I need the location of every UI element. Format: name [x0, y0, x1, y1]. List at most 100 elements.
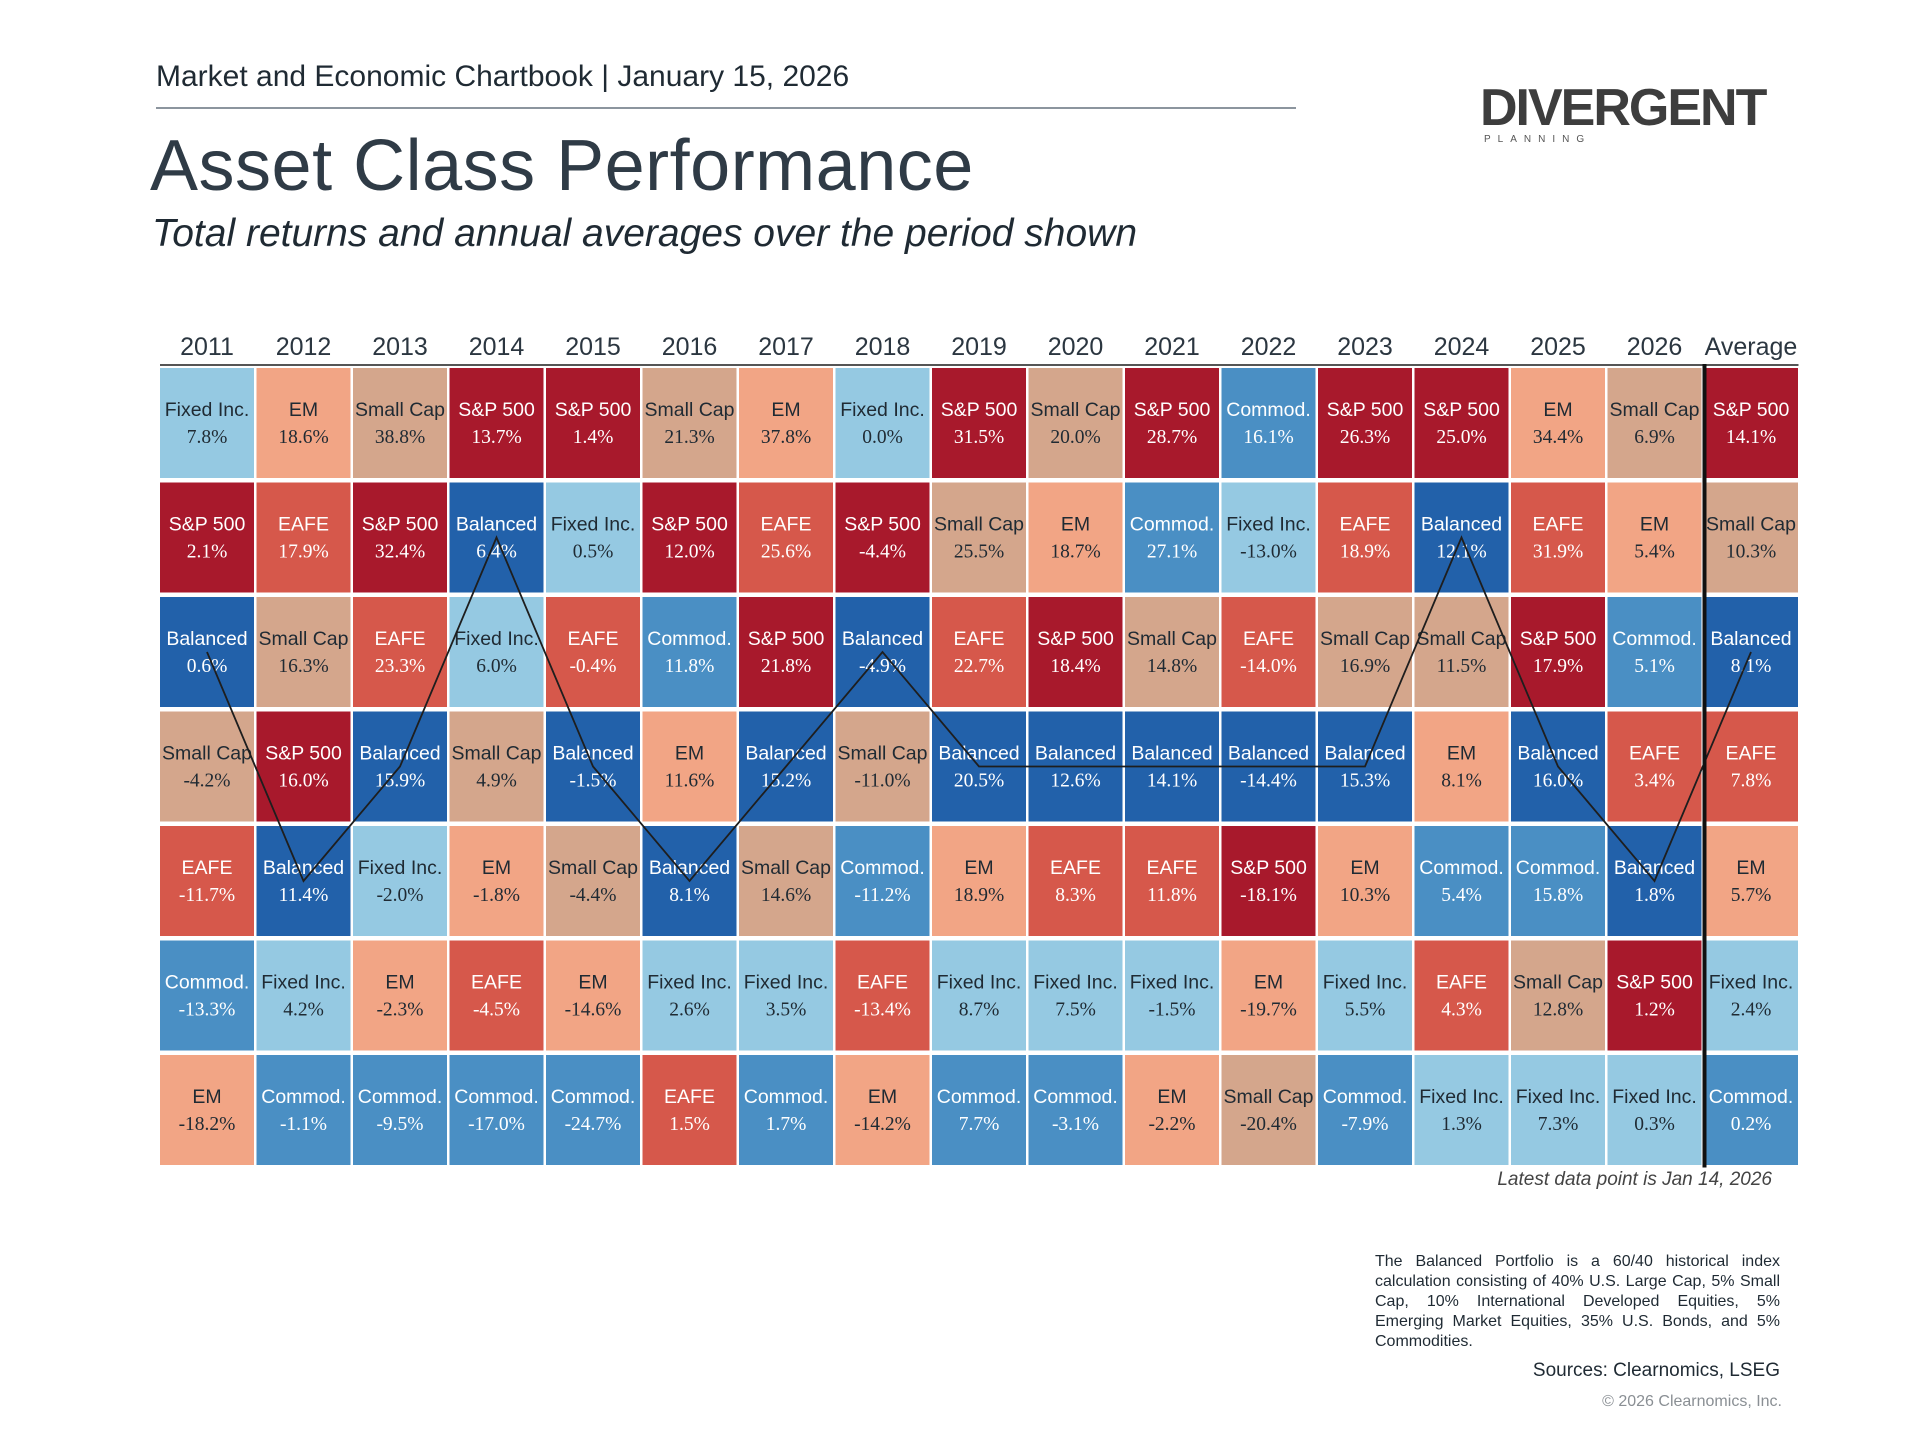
- cell-asset-label: EAFE: [278, 514, 329, 536]
- quilt-cell: EM -14.2%: [835, 1055, 930, 1165]
- quilt-cell: Fixed Inc. -13.0%: [1221, 482, 1316, 593]
- cell-asset-label: EM: [771, 399, 800, 421]
- cell-return-value: 14.1%: [1726, 427, 1776, 448]
- cell-fill: [449, 826, 544, 936]
- quilt-cell: Commod. 7.7%: [932, 1055, 1026, 1165]
- cell-return-value: 12.6%: [1050, 771, 1100, 792]
- quilt-cell: EM 34.4%: [1511, 368, 1605, 478]
- quilt-cell: Small Cap 10.3%: [1704, 482, 1798, 593]
- cell-return-value: 37.8%: [761, 427, 811, 448]
- cell-asset-label: Fixed Inc.: [358, 857, 443, 879]
- cell-asset-label: S&P 500: [1230, 857, 1307, 879]
- latest-data-note: Latest data point is Jan 14, 2026: [1497, 1169, 1772, 1190]
- quilt-cell: Commod. -9.5%: [353, 1055, 447, 1165]
- cell-fill: [1414, 1055, 1509, 1165]
- cell-fill: [353, 597, 447, 707]
- cell-return-value: 14.1%: [1147, 771, 1197, 792]
- cell-fill: [160, 482, 254, 593]
- cell-asset-label: EM: [1350, 857, 1379, 879]
- cell-return-value: 11.5%: [1437, 656, 1487, 677]
- cell-return-value: 1.4%: [573, 427, 614, 448]
- cell-fill: [1221, 368, 1316, 478]
- quilt-cell: Small Cap -11.0%: [835, 711, 930, 822]
- cell-return-value: 17.9%: [278, 542, 328, 563]
- column-header: 2014: [469, 333, 525, 361]
- quilt-cell: Small Cap 4.9%: [449, 711, 544, 822]
- cell-asset-label: Balanced: [1517, 743, 1598, 765]
- quilt-cell: Commod. -17.0%: [449, 1055, 544, 1165]
- column-header: 2024: [1434, 333, 1490, 361]
- cell-return-value: 11.8%: [665, 656, 715, 677]
- cell-asset-label: Commod.: [744, 1086, 829, 1108]
- cell-return-value: -14.0%: [1240, 656, 1297, 677]
- quilt-cell: Commod. 11.8%: [642, 597, 737, 707]
- quilt-cell: EAFE 25.6%: [739, 482, 833, 593]
- cell-fill: [1414, 597, 1509, 707]
- cell-fill: [1704, 482, 1798, 593]
- cell-return-value: 7.5%: [1055, 1000, 1096, 1021]
- cell-return-value: 31.9%: [1533, 542, 1583, 563]
- cell-fill: [546, 1055, 640, 1165]
- cell-fill: [1511, 940, 1605, 1051]
- cell-fill: [353, 1055, 447, 1165]
- cell-fill: [256, 1055, 351, 1165]
- cell-return-value: -14.4%: [1240, 771, 1297, 792]
- cell-return-value: 34.4%: [1533, 427, 1583, 448]
- cell-fill: [449, 711, 544, 822]
- cell-return-value: -14.2%: [854, 1114, 911, 1135]
- cell-return-value: 2.6%: [669, 1000, 710, 1021]
- cell-asset-label: EAFE: [1340, 514, 1391, 536]
- cell-fill: [1414, 711, 1509, 822]
- quilt-cell: Small Cap 21.3%: [642, 368, 737, 478]
- quilt-cell: EAFE 8.3%: [1028, 826, 1123, 936]
- cell-asset-label: Balanced: [263, 857, 344, 879]
- cell-fill: [1704, 826, 1798, 936]
- sources-text: Sources: Clearnomics, LSEG: [1532, 1360, 1780, 1381]
- quilt-cell: Fixed Inc. 2.6%: [642, 940, 737, 1051]
- cell-return-value: 12.0%: [664, 542, 714, 563]
- cell-return-value: 13.7%: [471, 427, 521, 448]
- cell-asset-label: Balanced: [456, 514, 537, 536]
- cell-asset-label: EAFE: [954, 628, 1005, 650]
- cell-asset-label: S&P 500: [1713, 399, 1790, 421]
- quilt-cell: S&P 500 32.4%: [353, 482, 447, 593]
- quilt-cell: EAFE 18.9%: [1318, 482, 1412, 593]
- quilt-cell: S&P 500 26.3%: [1318, 368, 1412, 478]
- cell-return-value: -4.2%: [183, 771, 230, 792]
- cell-fill: [160, 711, 254, 822]
- cell-asset-label: EM: [1640, 514, 1669, 536]
- cell-asset-label: Balanced: [1324, 743, 1405, 765]
- quilt-cell: Fixed Inc. 0.0%: [835, 368, 930, 478]
- quilt-cell: S&P 500 1.4%: [546, 368, 640, 478]
- quilt-cell: EM -1.8%: [449, 826, 544, 936]
- quilt-cell: Fixed Inc. 5.5%: [1318, 940, 1412, 1051]
- cell-return-value: 8.3%: [1055, 885, 1096, 906]
- cell-asset-label: S&P 500: [1616, 972, 1693, 994]
- cell-fill: [1511, 597, 1605, 707]
- quilt-cell: EM 5.7%: [1704, 826, 1798, 936]
- quilt-cell: Fixed Inc. -1.5%: [1125, 940, 1219, 1051]
- column-header: 2025: [1530, 333, 1586, 361]
- quilt-cell: S&P 500 -18.1%: [1221, 826, 1316, 936]
- column-header: 2023: [1337, 333, 1393, 361]
- cell-return-value: -0.4%: [569, 656, 616, 677]
- cell-fill: [835, 826, 930, 936]
- quilt-cell: EAFE 17.9%: [256, 482, 351, 593]
- cell-return-value: 8.1%: [669, 885, 710, 906]
- quilt-cell: Small Cap 16.3%: [256, 597, 351, 707]
- cell-asset-label: Commod.: [261, 1086, 346, 1108]
- cell-asset-label: EAFE: [1436, 972, 1487, 994]
- cell-return-value: -2.2%: [1148, 1114, 1195, 1135]
- cell-return-value: 17.9%: [1533, 656, 1583, 677]
- cell-asset-label: Fixed Inc.: [647, 972, 732, 994]
- cell-asset-label: Small Cap: [1224, 1086, 1314, 1108]
- quilt-cell: EAFE -13.4%: [835, 940, 930, 1051]
- cell-return-value: 1.7%: [766, 1114, 807, 1135]
- quilt-cell: EM 18.9%: [932, 826, 1026, 936]
- cell-asset-label: S&P 500: [748, 628, 825, 650]
- quilt-cell: Small Cap -20.4%: [1221, 1055, 1316, 1165]
- cell-return-value: -4.9%: [859, 656, 906, 677]
- cell-return-value: -4.4%: [859, 542, 906, 563]
- cell-fill: [1318, 826, 1412, 936]
